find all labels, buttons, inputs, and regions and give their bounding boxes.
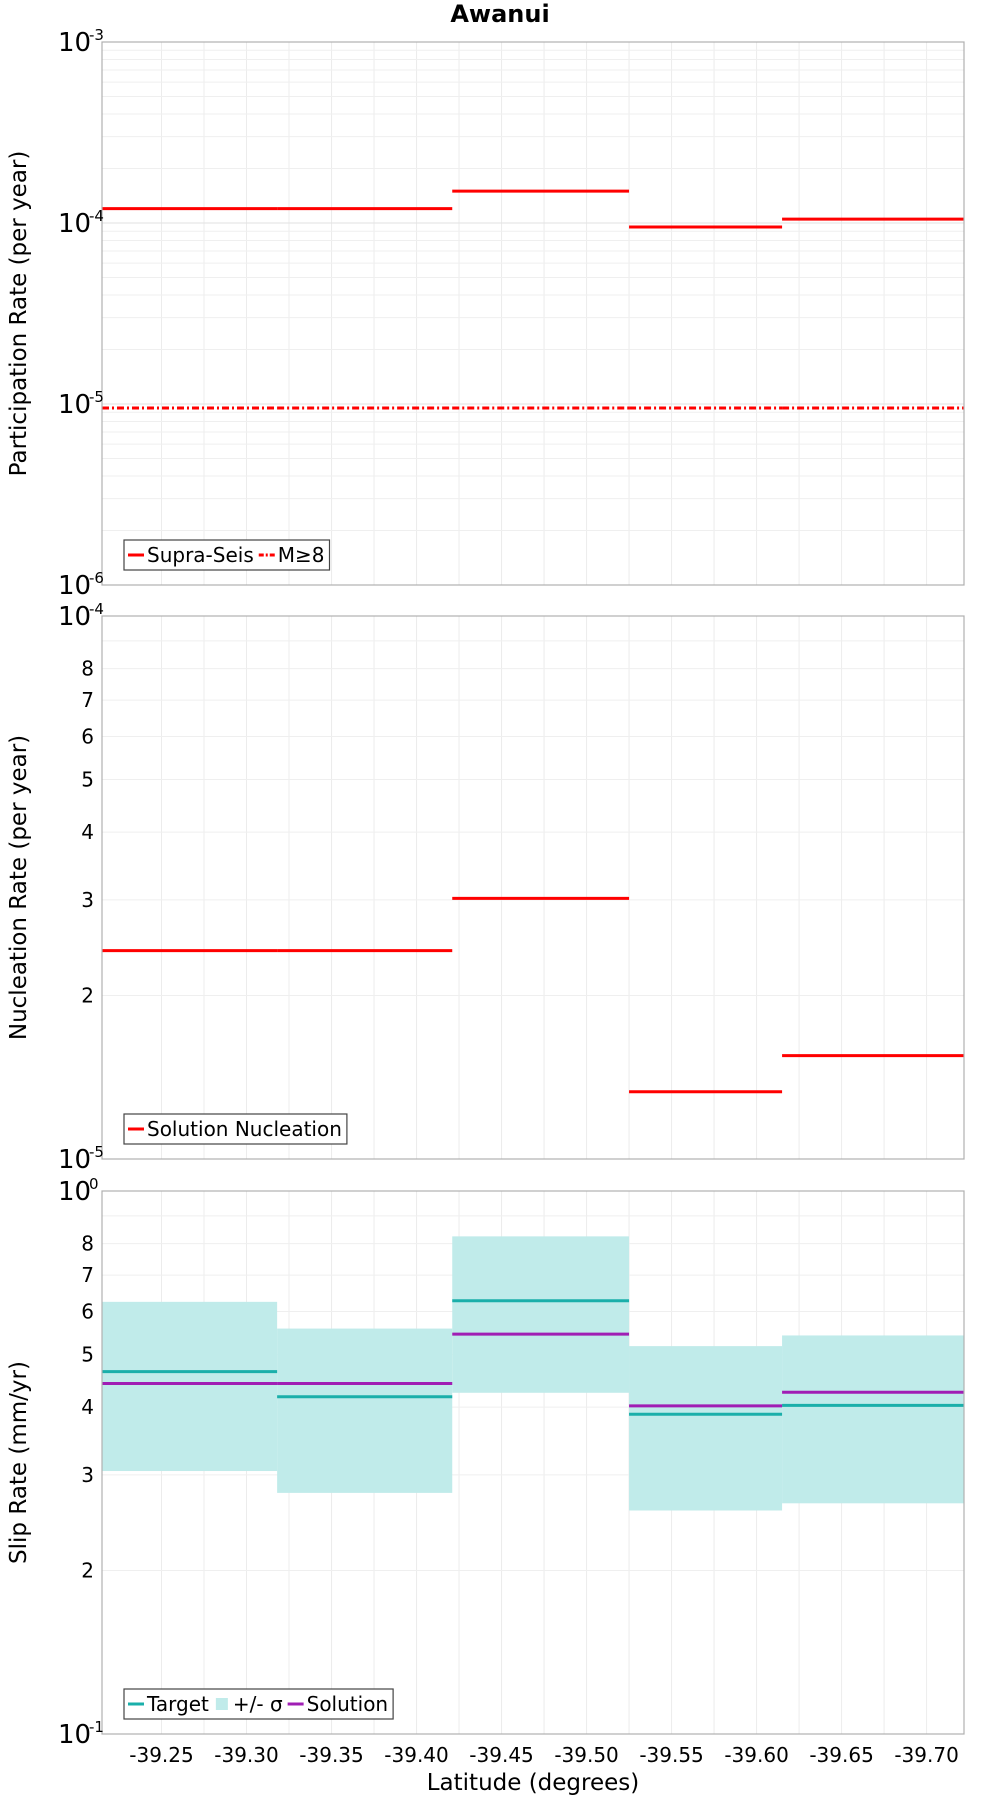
y-tick-base: 10: [58, 390, 91, 420]
y-tick-base: 10: [58, 1177, 91, 1207]
y-tick-label: 10-4: [58, 207, 104, 239]
y-minor-tick-label: 8: [81, 657, 94, 681]
y-tick-label: 10-6: [58, 569, 104, 601]
plot-frame: [101, 1190, 965, 1735]
legend-swatch: [215, 1698, 228, 1710]
legend: Solution Nucleation: [123, 1113, 348, 1145]
y-tick-base: 10: [58, 602, 91, 632]
y-tick-base: 10: [58, 209, 91, 239]
y-tick-exponent: -4: [89, 600, 104, 618]
y-tick-label: 10-5: [58, 388, 104, 420]
y-tick-label: 10-4: [58, 600, 104, 632]
y-tick-exponent: -5: [89, 1143, 104, 1161]
y-tick-exponent: -3: [89, 26, 104, 44]
y-minor-tick-label: 6: [81, 1299, 94, 1323]
y-tick-exponent: 0: [89, 1175, 99, 1193]
x-tick-label: -39.45: [469, 1743, 533, 1767]
legend-box: [123, 1688, 394, 1720]
x-tick-label: -39.35: [299, 1743, 363, 1767]
y-tick-label: 10-3: [58, 26, 104, 58]
legend: Supra-Seis M≥8: [123, 539, 331, 571]
x-axis-label: Latitude (degrees): [427, 1770, 640, 1796]
y-tick-exponent: -1: [89, 1718, 104, 1736]
sigma-band-3: [452, 1236, 630, 1393]
y-minor-tick-label: 7: [81, 1263, 94, 1287]
y-minor-tick-label: 4: [81, 1395, 94, 1419]
y-tick-base: 10: [58, 1720, 91, 1750]
legend-box: [123, 539, 331, 571]
legend: Target +/- σ Solution: [123, 1688, 394, 1720]
y-minor-tick-label: 8: [81, 1232, 94, 1256]
plot-area: [102, 616, 964, 1159]
gridlines: [102, 616, 964, 1160]
sigma-band-2: [277, 1328, 453, 1493]
y-minor-tick-label: 5: [81, 1342, 94, 1366]
y-minor-tick-label: 7: [81, 688, 94, 712]
x-tick-label: -39.50: [554, 1743, 618, 1767]
legend-label: M≥8: [278, 543, 325, 567]
series-target: [102, 1299, 964, 1416]
y-minor-tick-label: 3: [81, 1463, 94, 1487]
series-supra-seis: [102, 189, 964, 229]
x-tick-label: -39.65: [809, 1743, 873, 1767]
legend-label: +/- σ: [233, 1692, 283, 1716]
y-minor-tick-label: 2: [81, 1559, 94, 1583]
figure-title: Awanui: [450, 0, 549, 28]
x-axis: -39.25 -39.30 -39.35 -39.40 -39.45 -39.50 -39.…: [129, 1743, 959, 1767]
y-minor-tick-label: 4: [81, 820, 94, 844]
sigma-band-series: [102, 1236, 964, 1511]
y-tick-base: 10: [58, 1145, 91, 1175]
x-tick-label: -39.40: [384, 1743, 448, 1767]
y-tick-exponent: -4: [89, 207, 104, 225]
series-solution-nucleation: [102, 896, 964, 1094]
y-tick-exponent: -5: [89, 388, 104, 406]
y-tick-exponent: -6: [89, 569, 104, 587]
y-tick-label: 10-5: [58, 1143, 104, 1175]
y-axis-label: Nucleation Rate (per year): [6, 735, 32, 1040]
legend-label: Solution: [307, 1692, 388, 1716]
y-axis-label: Participation Rate (per year): [6, 151, 32, 477]
y-minor-tick-label: 5: [81, 767, 94, 791]
y-minor-tick-label: 2: [81, 984, 94, 1008]
x-tick-label: -39.30: [214, 1743, 278, 1767]
x-tick-label: -39.60: [724, 1743, 788, 1767]
x-tick-label: -39.70: [894, 1743, 958, 1767]
legend-label: Supra-Seis: [147, 543, 254, 567]
y-tick-base: 10: [58, 571, 91, 601]
x-tick-label: -39.55: [639, 1743, 703, 1767]
plot-frame: [101, 41, 965, 586]
plot-frame: [101, 615, 965, 1160]
legend-box: [123, 1113, 348, 1145]
legend-label: Solution Nucleation: [147, 1117, 342, 1141]
sigma-band-1: [102, 1301, 278, 1472]
sigma-band-5: [782, 1335, 964, 1504]
y-tick-label: 10-1: [58, 1718, 104, 1750]
legend-label: Target: [146, 1692, 209, 1716]
plot-area: [102, 42, 964, 585]
y-axis-label: Slip Rate (mm/yr): [6, 1361, 32, 1564]
y-minor-tick-label: 6: [81, 724, 94, 748]
gridlines: [102, 42, 964, 586]
y-tick-base: 10: [58, 28, 91, 58]
y-minor-tick-label: 3: [81, 888, 94, 912]
series-solution: [102, 1332, 964, 1408]
sigma-band-4: [629, 1346, 783, 1511]
x-tick-label: -39.25: [129, 1743, 193, 1767]
y-tick-label: 100: [58, 1175, 99, 1207]
